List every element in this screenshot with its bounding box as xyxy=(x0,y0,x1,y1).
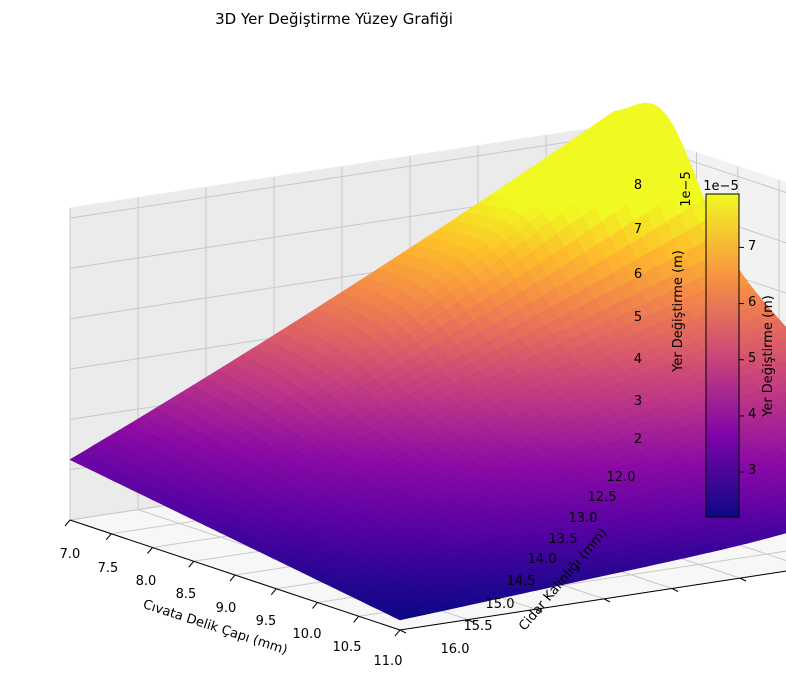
x-tick-mark xyxy=(105,533,112,541)
x-axis-tick-labels: 7.0 7.5 8.0 8.5 9.0 9.5 10.0 10.5 11.0 xyxy=(60,547,403,669)
z-tick-label: 4 xyxy=(634,352,642,367)
x-tick-label: 8.5 xyxy=(176,587,197,602)
x-tick-mark xyxy=(188,560,195,568)
surface-cell xyxy=(779,418,786,427)
y-tick-mark xyxy=(739,577,747,582)
colorbar-tick-label: 5 xyxy=(748,351,756,366)
x-tick-mark xyxy=(353,615,360,623)
z-tick-label: 6 xyxy=(634,267,642,282)
y-tick-mark xyxy=(399,629,407,634)
y-tick-label: 16.0 xyxy=(441,642,470,657)
surface-cell xyxy=(781,391,786,398)
colorbar-tick-labels: 3 4 5 6 7 xyxy=(748,239,756,478)
colorbar-tick-label: 4 xyxy=(748,407,756,422)
y-axis-tick-labels: 12.0 12.5 13.0 13.5 14.0 14.5 15.0 15.5 … xyxy=(441,470,636,657)
z-tick-label: 7 xyxy=(634,222,642,237)
x-tick-label: 9.0 xyxy=(216,601,237,616)
z-tick-label: 5 xyxy=(634,310,642,325)
y-tick-label: 13.5 xyxy=(549,532,578,547)
x-tick-mark xyxy=(312,602,318,609)
x-tick-mark xyxy=(229,574,236,582)
surface-cell xyxy=(780,512,786,521)
y-tick-mark xyxy=(535,608,543,613)
x-tick-label: 9.5 xyxy=(256,614,277,629)
y-tick-label: 12.0 xyxy=(607,470,636,485)
x-tick-label: 7.0 xyxy=(60,547,81,562)
x-tick-label: 10.0 xyxy=(293,627,322,642)
y-tick-mark xyxy=(467,619,475,624)
colorbar-offset: 1e−5 xyxy=(703,179,738,194)
y-tick-mark xyxy=(671,588,679,592)
z-axis-tick-labels: 2 3 4 5 6 7 8 xyxy=(634,178,642,447)
z-tick-label: 3 xyxy=(634,394,642,409)
y-tick-mark xyxy=(603,598,611,603)
y-tick-label: 12.5 xyxy=(588,490,617,505)
x-tick-label: 8.0 xyxy=(136,574,157,589)
y-tick-label: 15.5 xyxy=(464,619,493,634)
z-tick-label: 8 xyxy=(634,178,642,193)
z-axis-offset: 1e−5 xyxy=(679,171,694,206)
x-tick-mark xyxy=(64,519,71,527)
surface-cell xyxy=(778,371,786,381)
surface-cell xyxy=(779,461,786,470)
colorbar xyxy=(705,193,740,518)
y-tick-label: 14.5 xyxy=(507,574,536,589)
z-axis-label: Yer Değiştirme (m) xyxy=(671,250,686,373)
x-tick-mark xyxy=(147,547,153,554)
y-tick-label: 15.0 xyxy=(486,597,515,612)
colorbar-tick-label: 7 xyxy=(748,239,756,254)
y-tick-label: 14.0 xyxy=(528,552,557,567)
surface-cell xyxy=(775,522,786,535)
colorbar-label: Yer Değiştirme (m) xyxy=(761,295,776,418)
x-tick-label: 10.5 xyxy=(333,640,362,655)
axis-lines xyxy=(64,519,786,637)
y-tick-label: 13.0 xyxy=(569,511,598,526)
chart-title: 3D Yer Değiştirme Yüzey Grafiği xyxy=(215,10,453,28)
z-tick-label: 2 xyxy=(634,432,642,447)
surface-cell xyxy=(782,480,786,486)
colorbar-tick-label: 3 xyxy=(748,463,756,478)
x-tick-mark xyxy=(270,588,277,596)
x-tick-label: 11.0 xyxy=(374,654,403,669)
x-tick-label: 7.5 xyxy=(98,561,119,576)
colorbar-tick-label: 6 xyxy=(748,295,756,310)
surface-cell xyxy=(781,435,786,440)
colorbar-ticks xyxy=(739,246,744,473)
x-tick-mark xyxy=(394,629,401,637)
